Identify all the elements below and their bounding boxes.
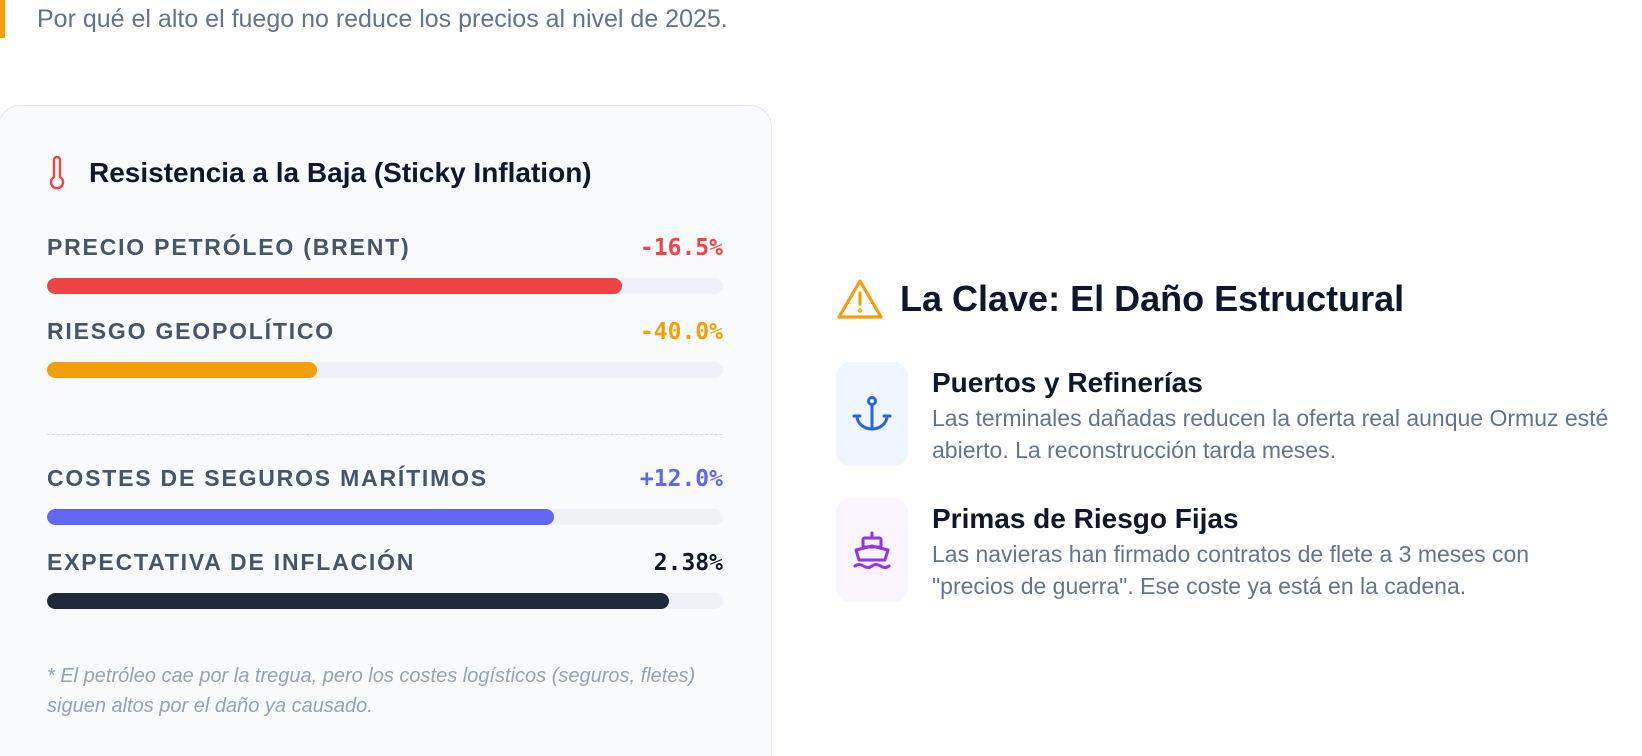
item-ports-refineries: Puertos y Refinerías Las terminales daña… [836, 362, 1616, 466]
metric-track [47, 593, 723, 609]
metric-label: RIESGO GEOPOLÍTICO [47, 318, 335, 344]
metric-track [47, 509, 723, 525]
subtitle-block: Por qué el alto el fuego no reduce los p… [0, 0, 728, 38]
warning-icon [836, 277, 884, 321]
metric-track [47, 278, 723, 294]
metric-geopolitical-risk: RIESGO GEOPOLÍTICO -40.0% [47, 318, 723, 378]
item-title: Puertos y Refinerías [932, 367, 1203, 398]
metric-fill [47, 509, 554, 525]
metric-value: -16.5% [639, 235, 723, 261]
footnote: * El petróleo cae por la tregua, pero lo… [47, 665, 696, 717]
metric-insurance-costs: COSTES DE SEGUROS MARÍTIMOS +12.0% [47, 465, 723, 525]
subtitle: Por qué el alto el fuego no reduce los p… [37, 4, 728, 33]
item-title: Primas de Riesgo Fijas [932, 503, 1239, 534]
metric-fill [47, 278, 622, 294]
item-risk-premiums: Primas de Riesgo Fijas Las navieras han … [836, 498, 1616, 602]
dashed-divider [47, 434, 723, 435]
sticky-inflation-card: Resistencia a la Baja (Sticky Inflation)… [0, 105, 772, 756]
item-description: Las navieras han firmado contratos de fl… [932, 541, 1530, 599]
metric-label: EXPECTATIVA DE INFLACIÓN [47, 549, 416, 575]
item-description: Las terminales dañadas reducen la oferta… [932, 405, 1609, 463]
key-header: La Clave: El Daño Estructural [836, 277, 1404, 321]
key-title: La Clave: El Daño Estructural [900, 278, 1405, 319]
metric-inflation-expectation: EXPECTATIVA DE INFLACIÓN 2.38% [47, 549, 723, 609]
anchor-icon [836, 362, 908, 466]
metric-fill [47, 593, 669, 609]
card-header: Resistencia a la Baja (Sticky Inflation) [47, 156, 592, 190]
ship-icon [836, 498, 908, 602]
metric-fill [47, 362, 318, 378]
metric-label: PRECIO PETRÓLEO (BRENT) [47, 234, 411, 260]
card-title: Resistencia a la Baja (Sticky Inflation) [89, 157, 592, 188]
metric-value: 2.38% [653, 550, 723, 576]
thermometer-icon [47, 156, 67, 190]
metric-value: -40.0% [639, 319, 723, 345]
metric-track [47, 362, 723, 378]
metric-brent: PRECIO PETRÓLEO (BRENT) -16.5% [47, 234, 723, 294]
metric-label: COSTES DE SEGUROS MARÍTIMOS [47, 465, 488, 491]
metric-value: +12.0% [639, 466, 723, 492]
